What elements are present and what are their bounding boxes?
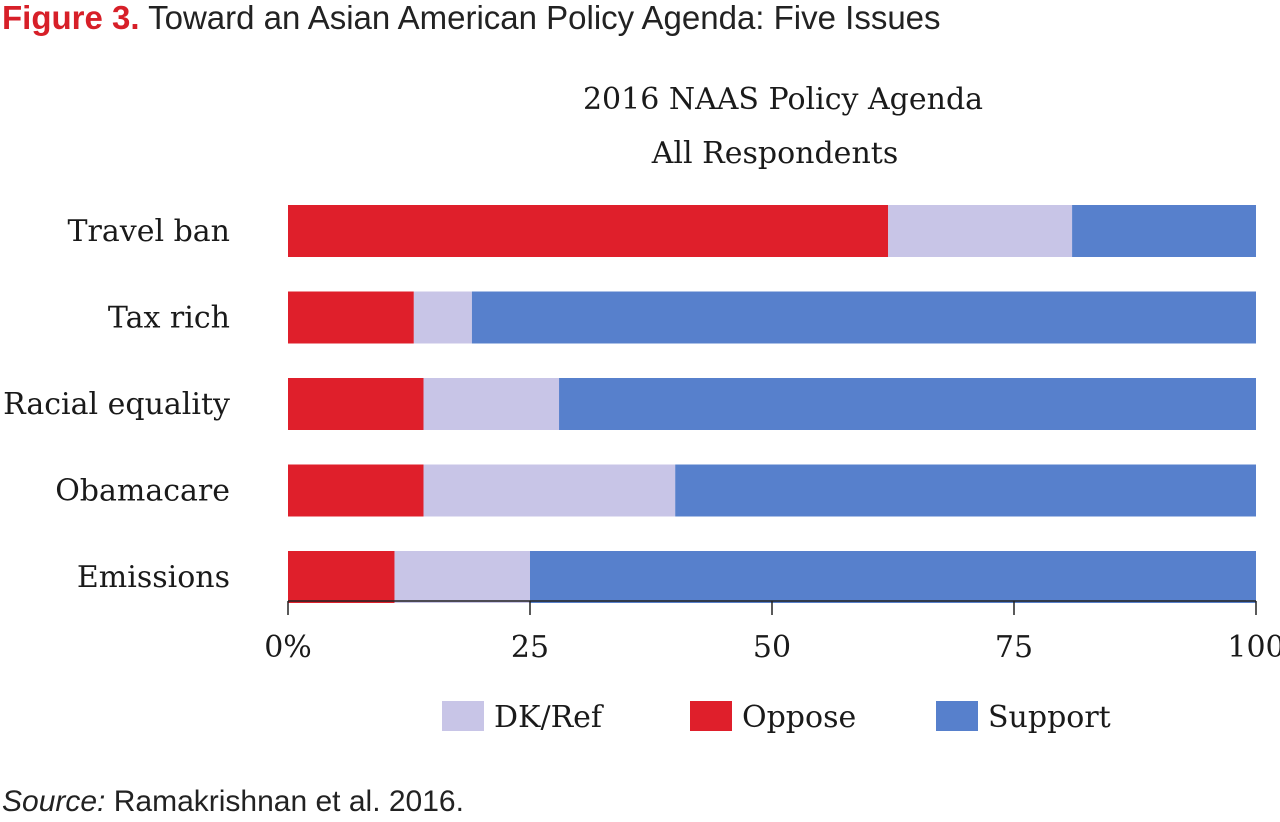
x-tick-label: 50 bbox=[753, 630, 791, 665]
category-labels: Travel ban Tax rich Racial equality Obamaca… bbox=[3, 214, 230, 595]
figure-heading: Figure 3. Toward an Asian American Polic… bbox=[2, 0, 941, 38]
source-label: Source: bbox=[2, 785, 106, 818]
legend: DK/Ref Oppose Support bbox=[442, 700, 1111, 735]
category-label-tax-rich: Tax rich bbox=[108, 301, 230, 336]
x-tick-label: 0% bbox=[264, 630, 312, 665]
chart-subtitle: All Respondents bbox=[651, 136, 898, 171]
bar-travel-ban-oppose bbox=[288, 205, 889, 257]
figure-title: Toward an Asian American Policy Agenda: … bbox=[148, 0, 941, 36]
bar-obamacare-oppose bbox=[288, 464, 424, 517]
category-label-emissions: Emissions bbox=[77, 560, 230, 595]
bar-tax-rich-support bbox=[471, 291, 1256, 344]
x-tick-label: 75 bbox=[995, 630, 1033, 665]
bar-racial-equality-support bbox=[559, 378, 1256, 430]
bar-travel-ban-dk-ref bbox=[888, 205, 1073, 257]
bar-emissions-support bbox=[530, 551, 1256, 603]
legend-label-dk-ref: DK/Ref bbox=[494, 700, 604, 735]
category-label-obamacare: Obamacare bbox=[55, 474, 230, 509]
bar-racial-equality-dk-ref bbox=[423, 378, 560, 430]
source-text: Ramakrishnan et al. 2016. bbox=[113, 785, 464, 818]
legend-swatch-dk-ref bbox=[442, 701, 484, 731]
bar-obamacare-dk-ref bbox=[423, 464, 676, 517]
category-label-travel-ban: Travel ban bbox=[68, 214, 230, 249]
bars-group bbox=[288, 205, 1256, 603]
category-label-racial-equality: Racial equality bbox=[3, 387, 230, 422]
bar-tax-rich-oppose bbox=[288, 291, 414, 344]
bar-tax-rich-dk-ref bbox=[413, 291, 472, 344]
bar-racial-equality-oppose bbox=[288, 378, 424, 430]
figure-source: Source: Ramakrishnan et al. 2016. bbox=[2, 782, 464, 822]
legend-swatch-support bbox=[936, 701, 978, 731]
figure-label: Figure 3. bbox=[2, 0, 140, 36]
bar-emissions-oppose bbox=[288, 551, 395, 603]
x-tick-label: 100 bbox=[1227, 630, 1280, 665]
x-tick-label: 25 bbox=[511, 630, 549, 665]
chart-title: 2016 NAAS Policy Agenda bbox=[583, 82, 983, 117]
bar-emissions-dk-ref bbox=[394, 551, 530, 603]
bar-obamacare-support bbox=[675, 464, 1256, 517]
legend-swatch-oppose bbox=[690, 701, 732, 731]
legend-label-oppose: Oppose bbox=[742, 700, 856, 735]
bar-travel-ban-support bbox=[1072, 205, 1256, 257]
x-axis: 0% 25 50 75 100 bbox=[264, 600, 1280, 665]
legend-label-support: Support bbox=[988, 700, 1111, 735]
stacked-bar-chart: 2016 NAAS Policy Agenda All Respondents … bbox=[3, 82, 1280, 735]
